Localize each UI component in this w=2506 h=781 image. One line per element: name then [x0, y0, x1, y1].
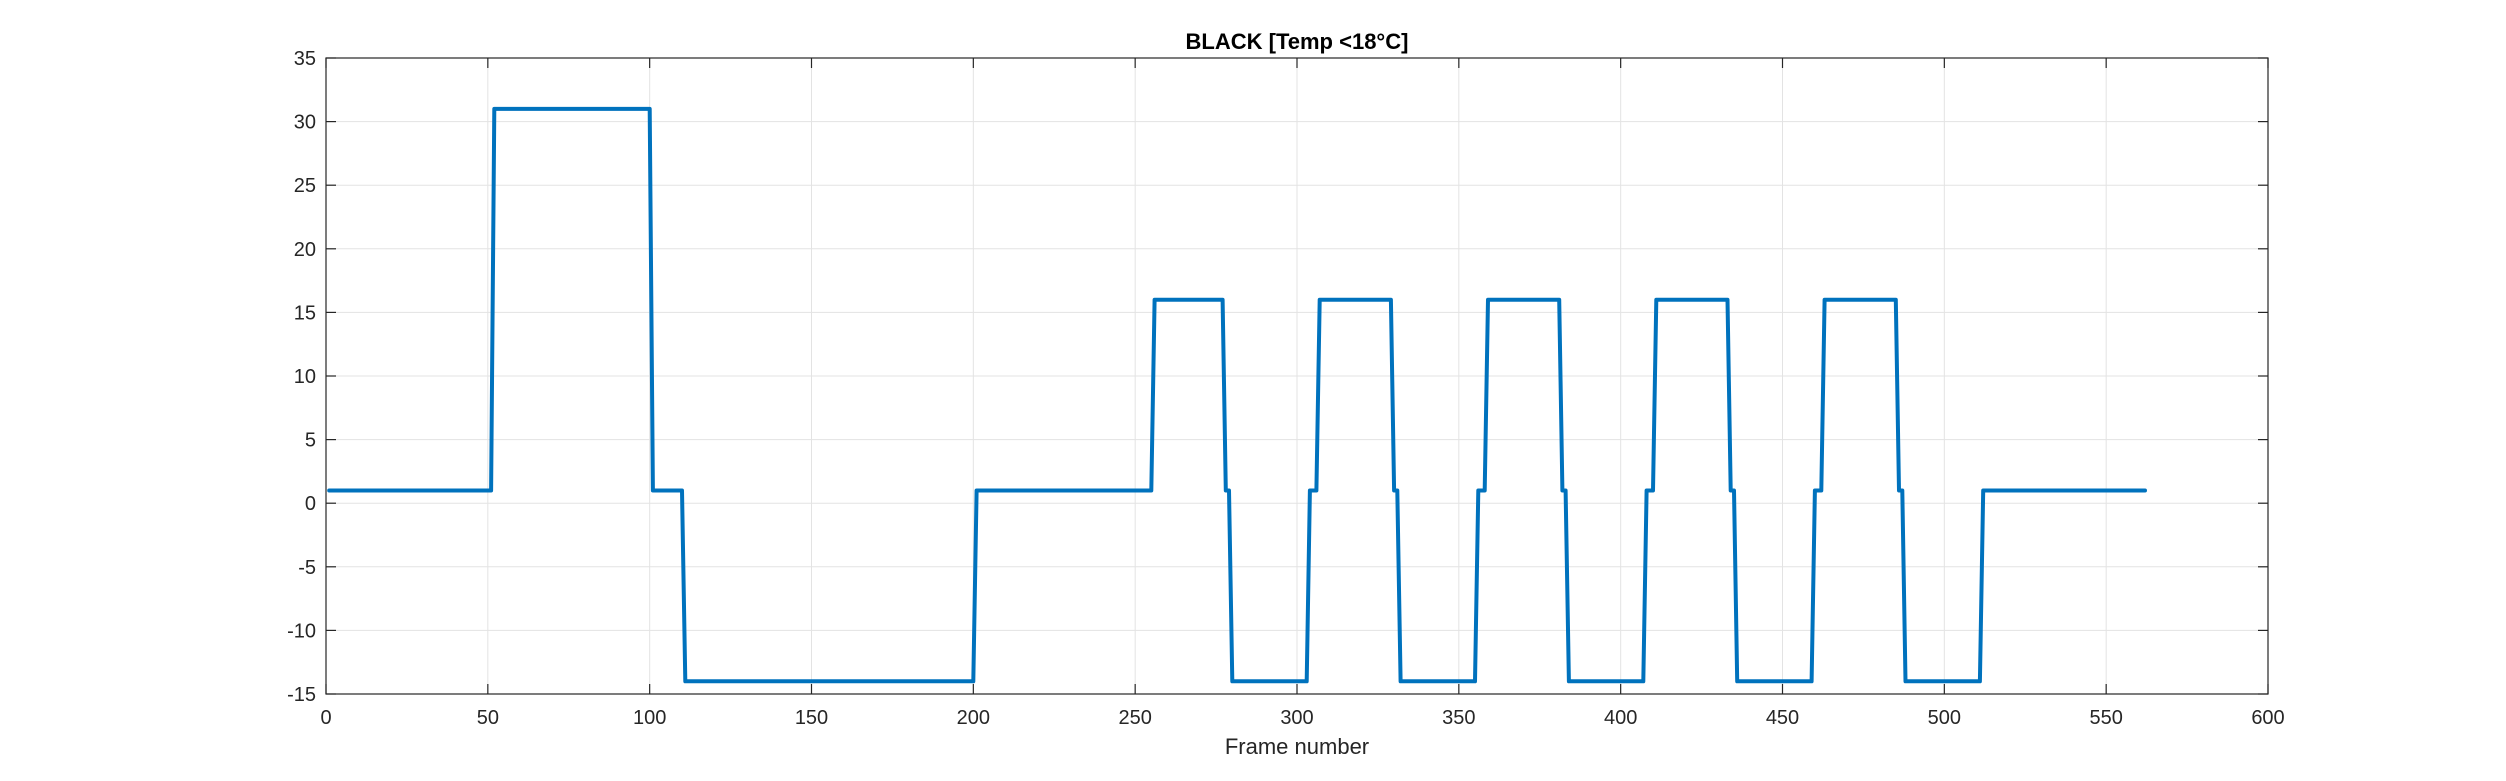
y-tick-label: 10 [294, 366, 316, 388]
x-tick-label: 250 [1118, 707, 1151, 729]
y-axis-ticks: -15 -10 -5 0 5 10 15 20 25 30 35 [287, 48, 2268, 706]
y-tick-label: 30 [294, 112, 316, 134]
x-tick-label: 100 [633, 707, 666, 729]
x-tick-label: 200 [957, 707, 990, 729]
x-tick-label: 350 [1442, 707, 1475, 729]
x-tick-label: 500 [1928, 707, 1961, 729]
x-axis-label: Frame number [1225, 734, 1369, 759]
x-tick-label: 0 [320, 707, 331, 729]
x-tick-label: 450 [1766, 707, 1799, 729]
chart-title: BLACK [Temp <18°C] [1186, 29, 1409, 54]
x-tick-label: 300 [1280, 707, 1313, 729]
x-tick-label: 400 [1604, 707, 1637, 729]
y-tick-label: 0 [305, 493, 316, 515]
y-tick-label: -5 [298, 557, 316, 579]
x-tick-label: 150 [795, 707, 828, 729]
y-tick-label: -15 [287, 684, 316, 706]
x-axis-ticks: 0 50 100 150 200 250 300 350 400 450 500 550 600 [320, 58, 2285, 729]
y-tick-label: 35 [294, 48, 316, 70]
series-layer [327, 106, 2147, 684]
x-tick-label: 50 [477, 707, 499, 729]
y-tick-label: -10 [287, 620, 316, 642]
y-tick-label: 20 [294, 239, 316, 261]
x-tick-label: 600 [2251, 707, 2284, 729]
series-line [327, 106, 2147, 684]
x-tick-label: 550 [2089, 707, 2122, 729]
grid [325, 57, 2269, 695]
y-tick-label: 25 [294, 175, 316, 197]
y-tick-label: 5 [305, 430, 316, 452]
y-tick-label: 15 [294, 302, 316, 324]
